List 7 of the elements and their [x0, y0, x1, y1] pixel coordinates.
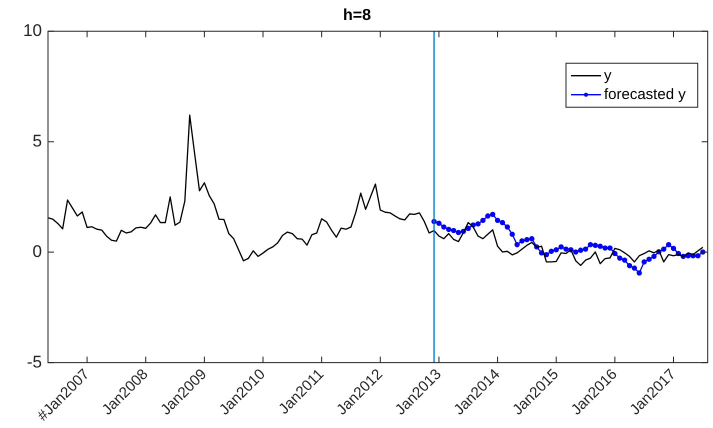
y-tick-label: 0: [32, 242, 42, 261]
legend-label: y: [604, 66, 612, 84]
y-tick-label: -5: [26, 352, 42, 372]
chart-title: h=8: [342, 7, 372, 24]
y-tick-label: 10: [23, 20, 42, 40]
y-tick-label: 5: [32, 131, 42, 150]
legend-label: forecasted y: [604, 86, 686, 103]
